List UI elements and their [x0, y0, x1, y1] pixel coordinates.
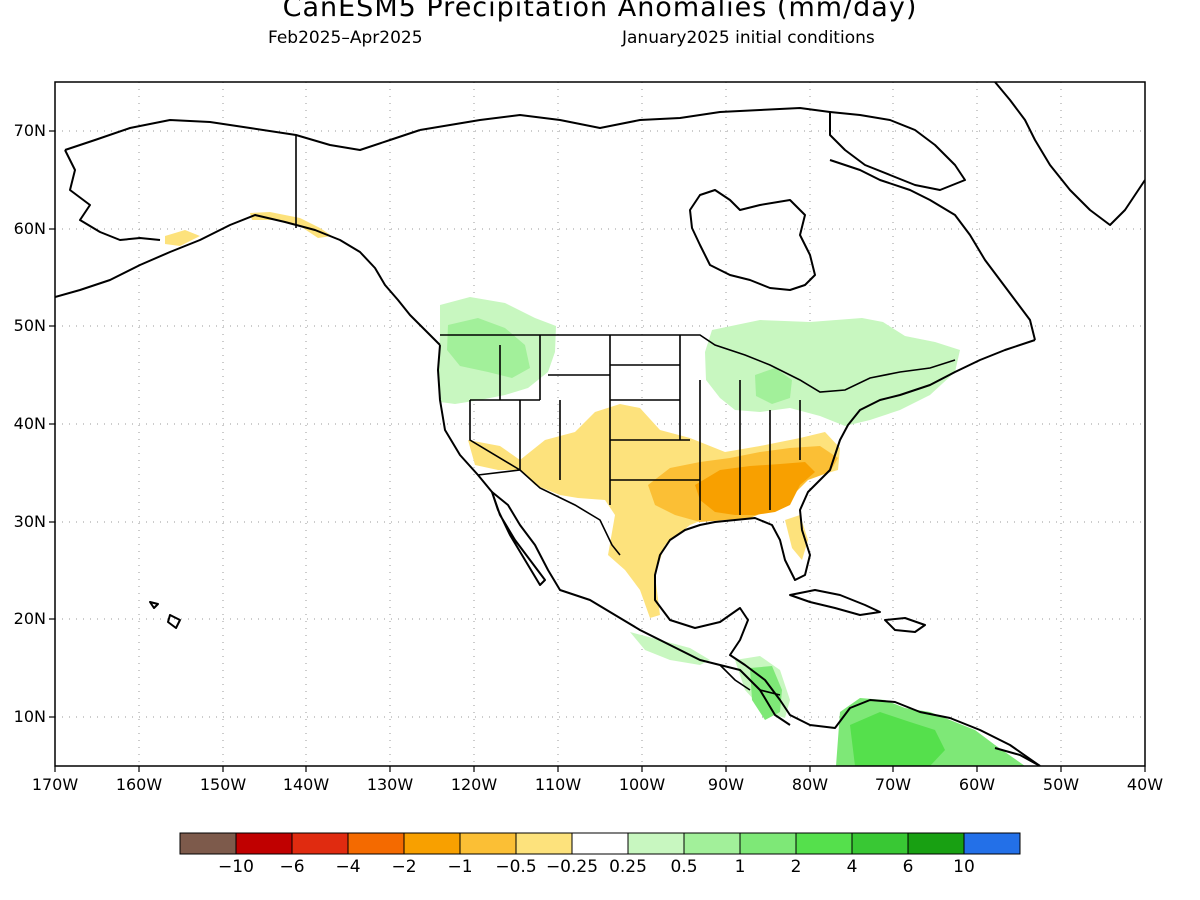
- labrador-coast: [829, 159, 1036, 341]
- baja-california: [491, 491, 546, 586]
- lon-label: 120W: [450, 775, 498, 794]
- colorbar-swatch: [347, 832, 405, 855]
- alaska-north-coast: [64, 119, 421, 151]
- colorbar-swatch: [235, 832, 293, 855]
- colorbar-swatch: [683, 832, 741, 855]
- colorbar-swatch: [739, 832, 797, 855]
- lon-label: 90W: [707, 775, 745, 794]
- colorbar-swatch: [907, 832, 965, 855]
- colorbar-tick-label: −4: [335, 857, 361, 877]
- colorbar-tick-label: 1: [734, 857, 746, 877]
- east-coast-us: [654, 339, 1041, 766]
- south-america: [994, 747, 1041, 766]
- wet-anomaly-washington: [447, 318, 530, 378]
- lon-label: 50W: [1042, 775, 1080, 794]
- colorbar-swatch: [795, 832, 853, 855]
- lat-label: 50N: [13, 316, 46, 335]
- dry-anomaly-alaska: [165, 212, 332, 246]
- dry-anomaly-southeast: [695, 462, 815, 515]
- lon-label: 170W: [31, 775, 79, 794]
- political-borders: [295, 135, 956, 696]
- lon-label: 40W: [1126, 775, 1164, 794]
- map-title: CanESM5 Precipitation Anomalies (mm/day): [282, 0, 918, 23]
- wet-anomaly-venezuela-core: [850, 712, 945, 766]
- colorbar-swatch: [627, 832, 685, 855]
- coastlines: [55, 82, 1145, 766]
- colorbar-swatch: [459, 832, 517, 855]
- baffin-island: [829, 111, 966, 191]
- cuba: [789, 589, 881, 616]
- lat-label: 40N: [13, 414, 46, 433]
- colorbar-swatch: [179, 832, 237, 855]
- lon-label: 110W: [534, 775, 582, 794]
- colorbar-tick-label: −0.25: [545, 857, 599, 877]
- colorbar-tick-label: 10: [953, 857, 975, 877]
- lat-label: 20N: [13, 609, 46, 628]
- lat-label: 10N: [13, 707, 46, 726]
- lon-label: 100W: [618, 775, 666, 794]
- wet-anomaly-great-lakes: [705, 318, 960, 426]
- colorbar-swatch: [851, 832, 909, 855]
- colorbar-swatch: [571, 832, 629, 855]
- initial-conditions: January2025 initial conditions: [622, 28, 875, 48]
- lon-label: 60W: [958, 775, 996, 794]
- wet-anomaly-michigan: [755, 368, 792, 404]
- colorbar-tick-label: 4: [846, 857, 858, 877]
- lat-label: 70N: [13, 121, 46, 140]
- lon-label: 140W: [282, 775, 330, 794]
- colorbar-swatch: [515, 832, 573, 855]
- alaska-coast: [55, 214, 441, 346]
- colorbar-tick-label: −2: [391, 857, 417, 877]
- lon-label: 80W: [791, 775, 829, 794]
- axis-ticks: [49, 130, 1146, 772]
- colorbar-swatch: [963, 832, 1021, 855]
- wet-anomaly-mexico-south: [630, 632, 710, 665]
- colorbar-swatch: [291, 832, 349, 855]
- lon-label: 130W: [366, 775, 414, 794]
- colorbar-tick-label: −10: [218, 857, 254, 877]
- lon-label: 70W: [874, 775, 912, 794]
- lat-label: 30N: [13, 512, 46, 531]
- anomaly-shading: [165, 212, 1025, 766]
- canada-arctic-coast: [419, 107, 831, 131]
- colorbar-tick-label: −0.5: [495, 857, 537, 877]
- us-canada-border: [440, 334, 956, 393]
- west-coast: [437, 344, 791, 726]
- alaska-west-coast: [64, 149, 161, 241]
- colorbar-tick-label: −1: [447, 857, 473, 877]
- state-lines: [469, 335, 801, 520]
- colorbar-tick-label: 2: [790, 857, 802, 877]
- colorbar-tick-label: −6: [279, 857, 305, 877]
- central-america-borders: [719, 664, 781, 696]
- hispaniola: [884, 617, 926, 633]
- colorbar-tick-label: 0.5: [670, 857, 698, 877]
- lon-label: 150W: [199, 775, 247, 794]
- hudson-bay: [689, 189, 816, 291]
- hawaii: [149, 601, 181, 629]
- wet-anomaly-central-america: [750, 666, 782, 720]
- colorbar-tick-label: 6: [902, 857, 914, 877]
- colorbar-swatch: [403, 832, 461, 855]
- lat-label: 60N: [13, 219, 46, 238]
- colorbar-tick-label: 0.25: [609, 857, 647, 877]
- lon-label: 160W: [115, 775, 163, 794]
- greenland: [994, 82, 1145, 226]
- colorbar: [179, 832, 1021, 855]
- forecast-period: Feb2025–Apr2025: [268, 28, 423, 48]
